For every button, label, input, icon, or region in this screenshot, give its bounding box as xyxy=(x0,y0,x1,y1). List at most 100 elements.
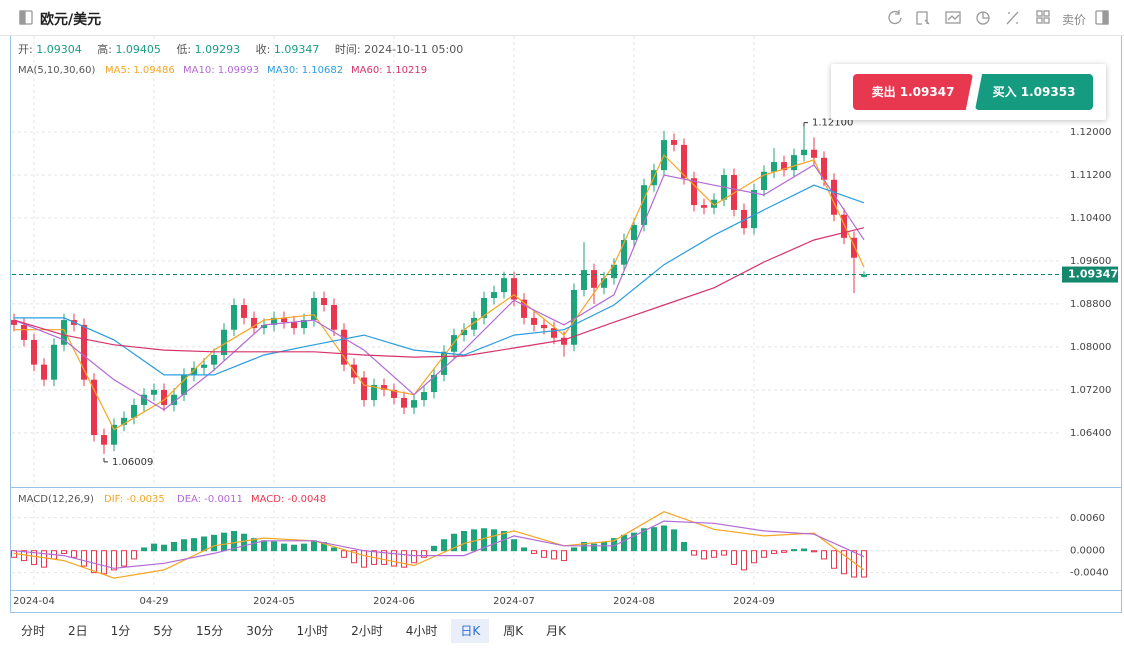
candle-body xyxy=(211,354,217,365)
y-tick-label: 0.0000 xyxy=(1070,546,1105,557)
grid-icon xyxy=(1043,17,1050,24)
macd-bar xyxy=(31,550,37,565)
candle-body xyxy=(821,157,827,180)
candle-body xyxy=(301,320,307,329)
legend-entry: MA60: 1.10219 xyxy=(351,65,427,76)
period-tab[interactable]: 1分 xyxy=(110,624,131,638)
candle-body xyxy=(581,270,587,290)
toolbar-icons xyxy=(19,10,1109,25)
candle-body xyxy=(701,205,707,208)
candle-body xyxy=(101,435,107,445)
header-label: 收: xyxy=(255,43,271,56)
legend-entry: MACD: -0.0048 xyxy=(251,494,326,505)
candle-body xyxy=(521,299,527,318)
period-tab[interactable]: 分时 xyxy=(21,624,46,638)
y-tick-label: 1.12000 xyxy=(1070,127,1111,138)
legend-entry: MA5: 1.09486 xyxy=(105,65,175,76)
header-label: 时间: xyxy=(334,43,361,56)
macd-bar xyxy=(41,550,47,568)
period-tab[interactable]: 周K xyxy=(503,624,524,638)
candle-body xyxy=(41,364,47,380)
candle-body xyxy=(21,324,27,340)
candle-body xyxy=(421,392,427,401)
period-tab[interactable]: 2日 xyxy=(68,624,88,638)
legend-entry: DEA: -0.0011 xyxy=(177,494,243,505)
candle-body xyxy=(431,374,437,393)
candle-body xyxy=(391,389,397,398)
macd-bar xyxy=(161,544,167,552)
last-price-tag xyxy=(1062,266,1118,283)
period-tab[interactable]: 2小时 xyxy=(351,624,383,638)
period-tab[interactable]: 4小时 xyxy=(405,624,438,638)
macd-bar xyxy=(231,530,237,552)
candle-body xyxy=(281,317,287,323)
annotation-arrow xyxy=(103,457,108,463)
indicator-title: MA(5,10,30,60) xyxy=(18,65,95,76)
macd-bar xyxy=(151,543,157,552)
indicator-line xyxy=(13,520,865,569)
macd-bar xyxy=(691,550,697,556)
macd-bar xyxy=(261,540,267,552)
header-time: 2024-10-11 05:00 xyxy=(364,43,464,56)
macd-bar xyxy=(721,550,727,556)
y-tick-label: 1.06400 xyxy=(1070,428,1111,439)
macd-bar xyxy=(101,550,107,575)
period-tab[interactable]: 15分 xyxy=(195,624,224,638)
candle-body xyxy=(771,162,777,172)
candle-body xyxy=(271,317,277,325)
macd-bar xyxy=(341,550,347,558)
y-tick-label: 1.11200 xyxy=(1070,170,1111,181)
price-mode[interactable]: 卖价 xyxy=(1062,13,1087,27)
candle-body xyxy=(61,320,67,345)
y-tick-label: 1.10400 xyxy=(1070,213,1111,224)
period-tab[interactable]: 日K xyxy=(451,619,490,643)
macd-bar xyxy=(131,550,137,560)
macd-bar xyxy=(191,538,197,552)
marks xyxy=(11,122,1118,579)
draw-icon[interactable] xyxy=(916,11,930,25)
macd-bar xyxy=(551,550,557,560)
period-tab[interactable]: 30分 xyxy=(246,624,274,638)
panel-icon-fill xyxy=(1102,10,1109,25)
candle-body xyxy=(711,199,717,208)
grid-icon[interactable] xyxy=(1036,10,1043,17)
candle-body xyxy=(481,298,487,318)
macd-bar xyxy=(821,550,827,560)
percent-icon[interactable] xyxy=(1006,11,1019,25)
candle-body xyxy=(191,367,197,375)
period-tab[interactable]: 1小时 xyxy=(296,624,329,638)
candle-body xyxy=(361,377,367,401)
macd-bar xyxy=(841,550,847,575)
candle-body xyxy=(291,322,297,329)
x-tick-label: 2024-06 xyxy=(373,596,415,607)
candle-body xyxy=(531,317,537,325)
candle-body xyxy=(541,324,547,329)
candle-body xyxy=(181,374,187,395)
period-tab[interactable]: 月K xyxy=(546,624,567,638)
indicator-line xyxy=(13,227,865,358)
macd-bar xyxy=(411,550,417,564)
header-label: 开: xyxy=(18,43,33,56)
macd-bar xyxy=(561,550,567,562)
x-tick-label: 2024-07 xyxy=(493,596,535,607)
candle-body xyxy=(781,162,787,171)
macd-bar xyxy=(491,529,497,552)
grid-icon xyxy=(1043,10,1050,17)
macd-bar xyxy=(521,547,527,552)
indicator-icon[interactable] xyxy=(945,11,961,24)
macd-bar xyxy=(711,550,717,558)
macd-bar xyxy=(331,547,337,552)
y-tick-label: -0.0040 xyxy=(1070,568,1109,579)
candle-body xyxy=(471,317,477,330)
macd-bar xyxy=(201,536,207,552)
annotation-label: 1.12100 xyxy=(812,118,853,129)
refresh-icon[interactable] xyxy=(888,10,902,25)
macd-bar xyxy=(431,545,437,552)
candle-body xyxy=(841,214,847,238)
grid-icon xyxy=(1036,17,1043,24)
buy-button[interactable]: 买入 1.09353 xyxy=(975,74,1093,110)
candle-body xyxy=(511,278,517,300)
sell-button[interactable]: 卖出 1.09347 xyxy=(853,74,973,110)
macd-bar xyxy=(61,550,67,554)
period-tab[interactable]: 5分 xyxy=(153,624,173,638)
